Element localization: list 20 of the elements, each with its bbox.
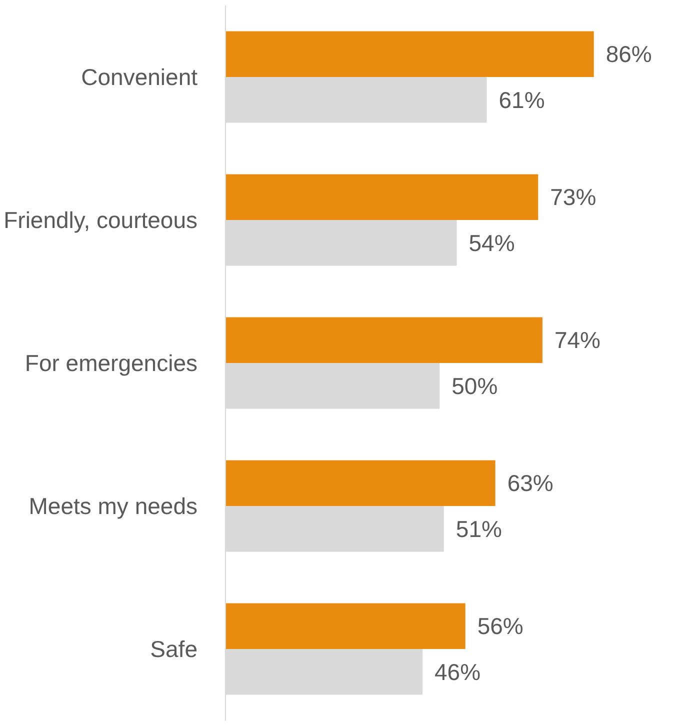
y-tick-label: Safe (150, 636, 198, 662)
data-label: 56% (477, 613, 524, 640)
data-label: 74% (554, 327, 600, 354)
bar (226, 31, 594, 77)
data-label: 54% (468, 230, 515, 256)
bar (226, 460, 496, 506)
y-tick-label: Meets my needs (28, 493, 198, 519)
bar (226, 174, 538, 220)
data-label: 61% (498, 86, 545, 113)
data-label: 51% (456, 516, 502, 542)
y-tick-label: For emergencies (24, 350, 198, 376)
y-tick-label: Friendly, courteous (4, 207, 198, 233)
bar (226, 317, 542, 363)
data-label: 63% (507, 470, 554, 496)
data-label: 86% (606, 41, 652, 68)
data-label: 73% (550, 184, 596, 210)
bar (226, 603, 466, 649)
data-label: 50% (452, 372, 498, 399)
y-tick-label: Convenient (81, 64, 198, 90)
data-label: 46% (434, 658, 481, 685)
